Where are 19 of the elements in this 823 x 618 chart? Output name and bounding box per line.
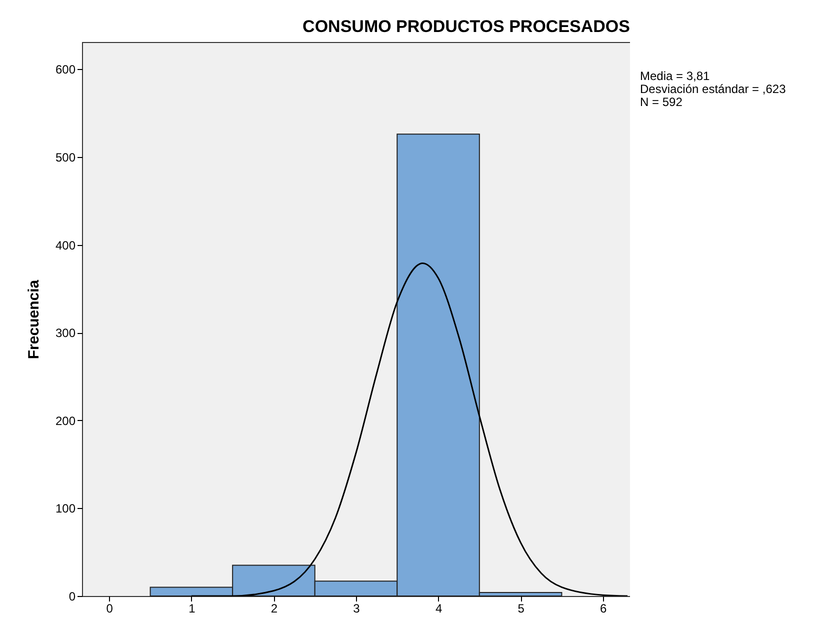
y-tick-label: 100 (55, 502, 76, 516)
text: N = 592 (640, 95, 684, 109)
x-tick-label: 6 (600, 602, 608, 616)
chart-title: CONSUMO PRODUCTOS PROCESADOS (302, 17, 630, 36)
x-tick-label: 0 (106, 602, 114, 616)
x-tick-label: 2 (270, 602, 278, 616)
x-tick-label: 4 (435, 602, 442, 616)
x-tick-label: 5 (518, 602, 525, 616)
x-tick-label: 1 (188, 602, 196, 616)
x-tick-label: 3 (353, 602, 360, 616)
y-tick-label: 200 (55, 414, 76, 428)
y-tick-label: 500 (55, 150, 76, 165)
y-tick-label: 600 (55, 62, 76, 77)
text: Media = 3,81 (640, 69, 711, 83)
y-axis-title: Frecuencia (25, 279, 42, 360)
y-tick-label: 400 (55, 238, 76, 252)
text: Desviación estándar = ,623 (640, 82, 786, 96)
y-tick-label: 0 (68, 590, 76, 604)
y-tick-label: 300 (55, 326, 76, 340)
